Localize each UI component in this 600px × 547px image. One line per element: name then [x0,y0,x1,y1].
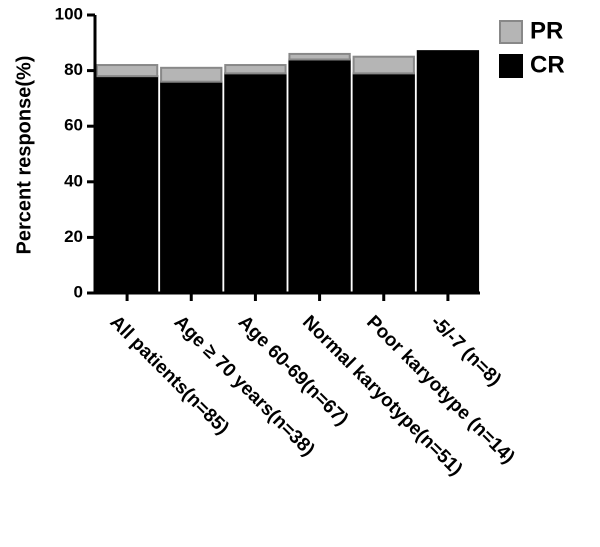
legend-swatch [499,20,523,44]
bar-segment [160,66,223,83]
bar-segment [160,80,223,294]
y-tick-label: 20 [64,227,83,246]
legend-swatch [499,54,523,78]
y-tick-label: 100 [55,4,83,23]
y-tick-label: 60 [64,116,83,135]
bar-segment [224,72,287,294]
bar-segment [95,64,159,78]
legend-label: CR [530,51,565,78]
y-tick-label: 0 [74,282,83,301]
bar-segment [288,52,351,61]
x-tick-label: Age 60-69(n=67) [234,312,352,430]
y-tick-label: 80 [64,60,83,79]
bar-segment [288,58,351,295]
y-axis-label: Percent response(%) [13,56,35,255]
legend-label: PR [530,17,563,44]
bar-segment [95,75,159,294]
bar-segment [352,55,415,75]
y-tick-label: 40 [64,171,83,190]
bar-segment [224,64,287,75]
bar-segment [352,72,415,294]
x-tick-label: All patients(n=85) [106,312,233,439]
bar-segment [416,50,480,294]
